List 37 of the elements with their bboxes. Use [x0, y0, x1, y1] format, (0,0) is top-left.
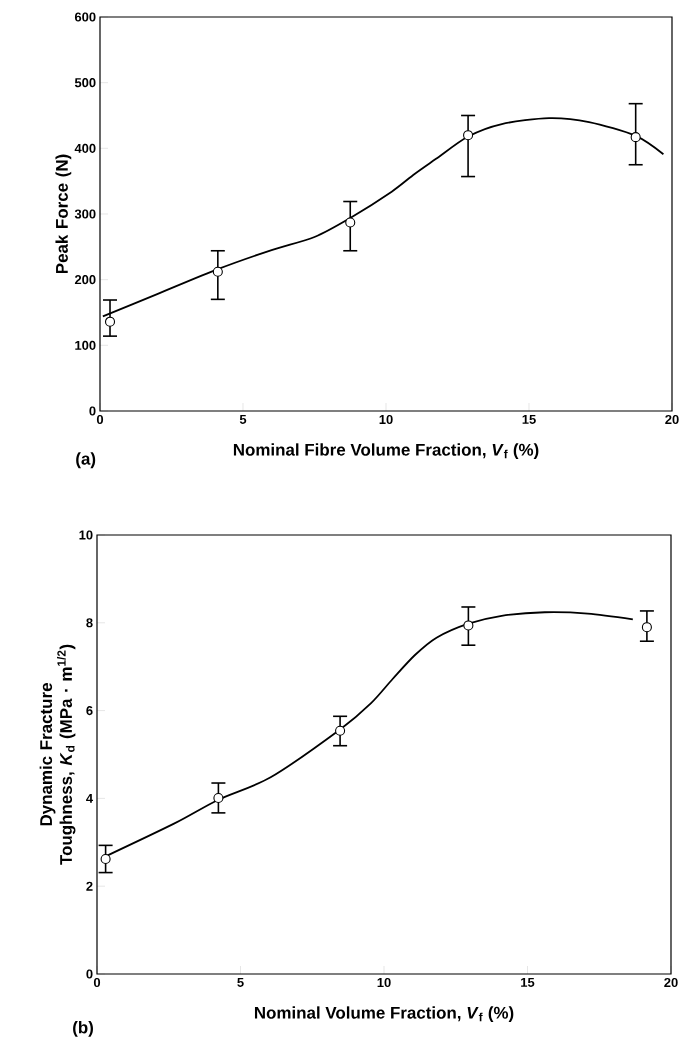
- x-tick-label: 5: [237, 977, 244, 987]
- point: [463, 620, 474, 631]
- point: [100, 853, 111, 865]
- point: [335, 725, 346, 736]
- x-tick-label: 20: [664, 977, 678, 988]
- x-axis-title: Nominal Volume Fraction, V$_{f}$ (%): [254, 1006, 514, 1023]
- y-tick-label: 4: [86, 793, 94, 803]
- x-tick-label: 10: [377, 977, 391, 988]
- y-tick-label: 6: [86, 706, 93, 716]
- text: (a): [76, 452, 96, 469]
- y-tick-label: 300: [74, 209, 96, 219]
- y-tick-label: 8: [86, 618, 93, 628]
- x-tick-label: 5: [239, 414, 247, 424]
- point: [345, 217, 356, 228]
- x-tick-label: 15: [522, 414, 536, 424]
- y-tick-label: 0: [89, 406, 96, 416]
- x-tick-label: 20: [665, 414, 679, 425]
- x-tick-label: 10: [379, 414, 393, 425]
- y-tick-label: 600: [74, 12, 96, 22]
- y-tick-label: 100: [75, 340, 96, 350]
- x-tick-label: 15: [521, 977, 535, 987]
- point: [213, 792, 224, 803]
- y-tick-label: 10: [79, 530, 93, 540]
- y-tick-label: 500: [74, 78, 96, 88]
- point: [630, 132, 641, 143]
- point: [641, 622, 652, 633]
- point: [212, 266, 223, 277]
- point: [463, 130, 474, 141]
- x-axis-title: Nominal Fibre Volume Fraction, V$_{f}$ (%): [233, 443, 539, 460]
- y-tick-label: 400: [74, 143, 96, 153]
- y-tick-label: 0: [86, 969, 93, 979]
- y-axis-title: Peak Force (N): [55, 154, 72, 274]
- y-tick-label: 2: [86, 881, 93, 891]
- text: (b): [73, 1020, 93, 1037]
- point: [104, 316, 116, 327]
- x-tick-label: 0: [96, 414, 104, 425]
- y-tick-label: 200: [74, 275, 96, 285]
